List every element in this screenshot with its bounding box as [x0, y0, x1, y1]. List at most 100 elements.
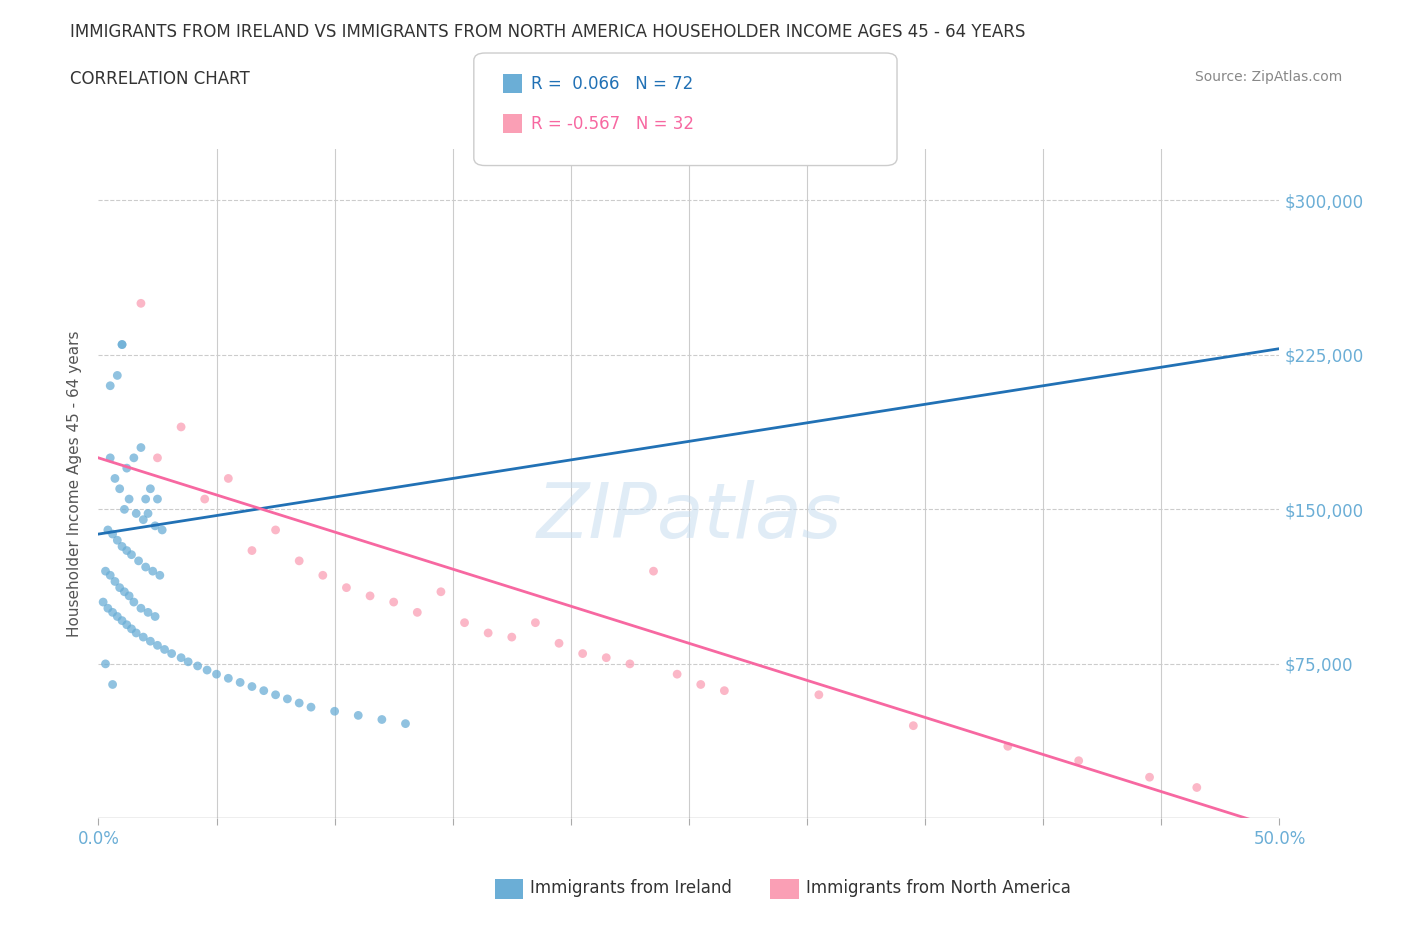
Text: CORRELATION CHART: CORRELATION CHART [70, 70, 250, 87]
Point [194, 492, 217, 507]
Point [98, 379, 121, 393]
Point [264, 523, 287, 538]
Point [229, 675, 252, 690]
Point [97, 601, 120, 616]
Point [394, 716, 416, 731]
Point [430, 584, 453, 599]
Point [150, 523, 173, 538]
Point [205, 667, 228, 682]
Point [122, 450, 145, 465]
Point [217, 471, 239, 485]
Point [997, 738, 1019, 753]
Point [112, 502, 135, 517]
Text: Immigrants from North America: Immigrants from North America [806, 879, 1070, 897]
Y-axis label: Householder Income Ages 45 - 64 years: Householder Income Ages 45 - 64 years [67, 330, 83, 637]
Point [619, 657, 641, 671]
Point [125, 626, 148, 641]
Point [101, 526, 124, 541]
Point [253, 684, 276, 698]
Point [142, 564, 165, 578]
Point [136, 506, 159, 521]
Point [98, 568, 121, 583]
Point [406, 604, 429, 619]
Point [160, 646, 183, 661]
Point [276, 692, 298, 707]
Point [382, 594, 405, 609]
Point [240, 679, 263, 694]
Point [1185, 780, 1208, 795]
Point [571, 646, 593, 661]
Point [335, 580, 357, 595]
Text: R =  0.066   N = 72: R = 0.066 N = 72 [531, 74, 693, 93]
Point [122, 594, 145, 609]
Point [288, 553, 311, 568]
Point [111, 337, 134, 352]
Point [240, 543, 263, 558]
Point [129, 440, 152, 455]
Point [170, 650, 193, 665]
Point [146, 638, 169, 653]
Point [136, 604, 159, 619]
Point [132, 512, 155, 527]
Point [195, 662, 218, 677]
Point [101, 604, 124, 619]
Point [359, 589, 381, 604]
Point [643, 564, 665, 578]
Point [105, 609, 128, 624]
Point [118, 492, 141, 507]
Point [125, 506, 148, 521]
Point [323, 704, 346, 719]
Point [104, 471, 127, 485]
Point [139, 633, 162, 648]
Point [94, 657, 117, 671]
Text: Immigrants from Ireland: Immigrants from Ireland [530, 879, 733, 897]
Point [143, 609, 166, 624]
Text: R = -0.567   N = 32: R = -0.567 N = 32 [531, 114, 695, 133]
Point [264, 687, 287, 702]
Point [121, 621, 143, 636]
Point [149, 568, 172, 583]
Point [132, 630, 155, 644]
Point [104, 574, 127, 589]
Point [689, 677, 711, 692]
Point [713, 684, 735, 698]
Point [595, 650, 617, 665]
Point [143, 518, 166, 533]
Point [129, 296, 152, 311]
Point [97, 523, 120, 538]
Point [299, 699, 322, 714]
Point [118, 589, 141, 604]
Point [170, 419, 193, 434]
Point [187, 658, 209, 673]
Point [1067, 753, 1090, 768]
Point [128, 553, 150, 568]
Point [94, 564, 117, 578]
Point [903, 718, 925, 733]
Point [1139, 770, 1161, 785]
Point [347, 708, 370, 723]
Point [108, 482, 131, 497]
Point [146, 492, 169, 507]
Point [146, 450, 169, 465]
Point [105, 533, 128, 548]
Point [112, 584, 135, 599]
Point [91, 594, 114, 609]
Point [177, 655, 200, 670]
Point [666, 667, 689, 682]
Point [101, 677, 124, 692]
Point [501, 630, 523, 644]
Text: Source: ZipAtlas.com: Source: ZipAtlas.com [1195, 70, 1343, 84]
Point [135, 492, 157, 507]
Point [453, 616, 475, 631]
Point [139, 482, 162, 497]
Point [115, 460, 138, 475]
Point [217, 671, 239, 685]
Point [111, 539, 134, 554]
Point [288, 696, 311, 711]
Point [98, 450, 121, 465]
Point [111, 337, 134, 352]
Point [548, 636, 571, 651]
Point [807, 687, 830, 702]
Point [121, 547, 143, 562]
Point [524, 616, 547, 631]
